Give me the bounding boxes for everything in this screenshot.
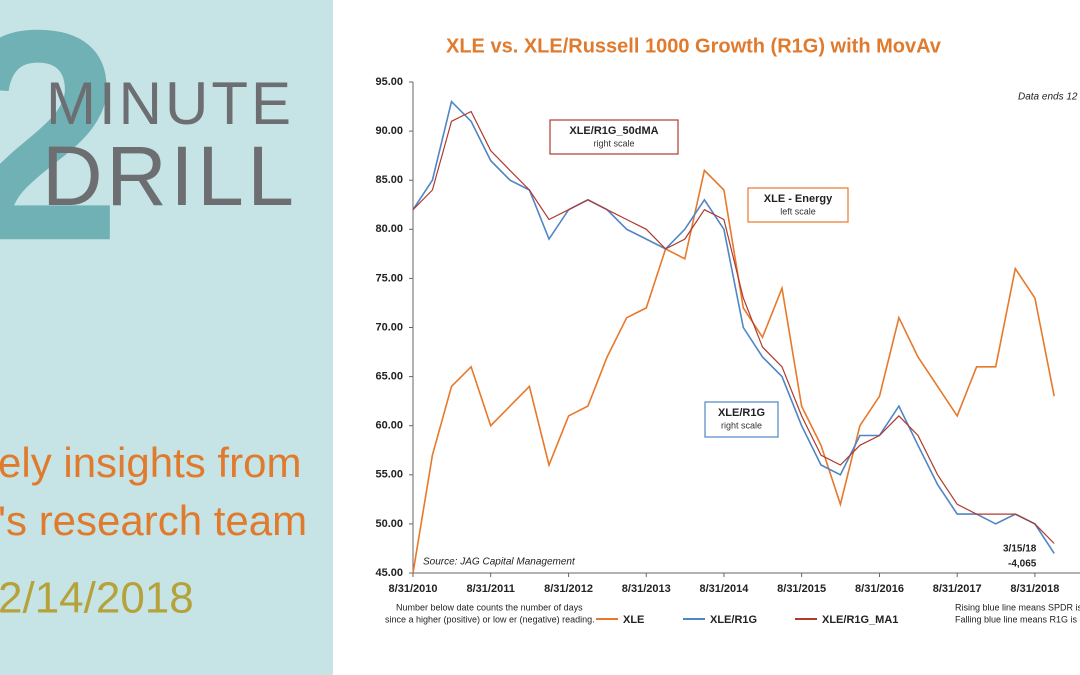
x-tick-label: 8/31/2013 xyxy=(622,583,671,595)
annotation-box xyxy=(747,187,849,223)
x-tick-label: 8/31/2018 xyxy=(1010,583,1059,595)
x-tick-label: 8/31/2017 xyxy=(933,583,982,595)
annotation-sub: right scale xyxy=(593,138,634,148)
y-tick-label: 45.00 xyxy=(375,567,403,579)
legend-label: XLE xyxy=(623,614,644,626)
y-tick-label: 60.00 xyxy=(375,420,403,432)
x-tick-label: 8/31/2010 xyxy=(389,583,438,595)
x-tick-label: 8/31/2011 xyxy=(467,583,515,595)
legend-label: XLE/R1G xyxy=(710,614,757,626)
footnote: Rising blue line means SPDR is outp xyxy=(955,602,1080,612)
x-tick-label: 8/31/2014 xyxy=(699,583,749,595)
x-tick-label: 8/31/2012 xyxy=(544,583,593,595)
annotation-title: XLE - Energy xyxy=(764,193,833,205)
left-panel xyxy=(0,0,333,675)
legend-label: XLE/R1G_MA1 xyxy=(822,614,898,626)
footnote: since a higher (positive) or low er (neg… xyxy=(385,614,595,624)
series-line xyxy=(412,100,1055,554)
point-note: -4,065 xyxy=(1008,559,1037,570)
annotation-sub: right scale xyxy=(721,420,762,430)
annotation-title: XLE/R1G xyxy=(718,407,765,419)
y-tick-label: 80.00 xyxy=(375,223,403,235)
y-tick-label: 70.00 xyxy=(375,321,403,333)
series-line xyxy=(412,110,1055,544)
tagline: 's research team xyxy=(0,497,307,544)
footnote: Falling blue line means R1G is outpe xyxy=(955,614,1080,624)
annotation-title: XLE/R1G_50dMA xyxy=(569,125,658,137)
minute: MINUTE xyxy=(46,70,291,137)
chart-title: XLE vs. XLE/Russell 1000 Growth (R1G) wi… xyxy=(446,35,942,57)
y-tick-label: 65.00 xyxy=(375,371,403,383)
series-line xyxy=(412,168,1055,574)
point-note: 3/15/18 xyxy=(1003,544,1037,555)
x-tick-label: 8/31/2016 xyxy=(855,583,904,595)
date: 2/14/2018 xyxy=(0,574,194,623)
y-tick-label: 55.00 xyxy=(375,469,403,481)
source: Source: JAG Capital Management xyxy=(423,557,576,568)
data-note: Data ends 12 xyxy=(1018,92,1078,103)
y-tick-label: 95.00 xyxy=(375,76,403,88)
y-tick-label: 75.00 xyxy=(375,272,403,284)
annotation-box xyxy=(549,119,679,155)
big-digit: 2 xyxy=(0,0,122,303)
y-tick-label: 50.00 xyxy=(375,518,403,530)
tagline: ely insights from xyxy=(0,439,301,486)
annotation-sub: left scale xyxy=(780,206,816,216)
y-tick-label: 85.00 xyxy=(375,174,403,186)
y-tick-label: 90.00 xyxy=(375,125,403,137)
footnote: Number below date counts the number of d… xyxy=(396,602,583,612)
x-tick-label: 8/31/2015 xyxy=(777,583,826,595)
annotation-box xyxy=(704,401,779,438)
